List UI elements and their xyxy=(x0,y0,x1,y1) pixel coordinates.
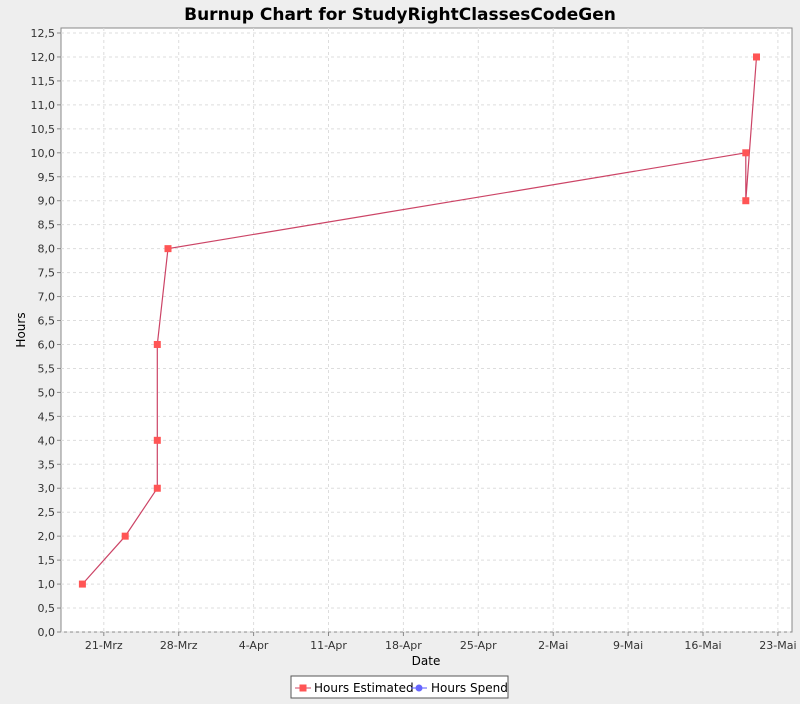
legend-box xyxy=(290,675,509,699)
x-tick-label: 18-Apr xyxy=(385,639,422,652)
y-tick-label: 3,5 xyxy=(38,458,56,471)
y-tick-label: 1,5 xyxy=(38,554,56,567)
y-tick-label: 4,0 xyxy=(38,434,56,447)
axis-layer: 0,0 0,5 1,0 1,5 2,0 2,5 3,0 3,5 4,0 4,5 5,0 5,5 6,0 6… xyxy=(31,27,797,652)
x-tick-label: 23-Mai xyxy=(759,639,796,652)
y-tick-label: 8,0 xyxy=(38,243,56,256)
x-tick-label: 25-Apr xyxy=(460,639,497,652)
y-tick-label: 4,5 xyxy=(38,410,56,423)
x-tick-label: 28-Mrz xyxy=(160,639,198,652)
x-tick-label: 2-Mai xyxy=(538,639,568,652)
y-tick-label: 12,0 xyxy=(31,51,56,64)
data-point xyxy=(164,245,172,253)
x-tick-label: 4-Apr xyxy=(239,639,269,652)
y-tick-label: 11,5 xyxy=(31,75,56,88)
x-tick-label: 21-Mrz xyxy=(85,639,123,652)
data-point xyxy=(153,340,161,348)
chart-title: Burnup Chart for StudyRightClassesCodeGe… xyxy=(184,5,616,25)
y-tick-label: 8,5 xyxy=(38,219,56,232)
plot-area xyxy=(60,27,793,633)
y-tick-label: 0,0 xyxy=(38,626,56,639)
y-tick-label: 7,5 xyxy=(38,267,56,280)
y-tick-label: 6,0 xyxy=(38,338,56,351)
legend-item-hours-estimated: Hours Estimated xyxy=(295,681,414,695)
y-tick-label: 9,0 xyxy=(38,195,56,208)
y-tick-label: 5,0 xyxy=(38,386,56,399)
y-tick-label: 5,5 xyxy=(38,362,56,375)
data-point xyxy=(121,532,129,540)
data-point xyxy=(78,580,86,588)
legend-marker-hours-spend xyxy=(415,684,423,692)
legend-label-hours-spend: Hours Spend xyxy=(431,681,508,695)
data-point xyxy=(753,53,760,61)
data-point xyxy=(153,484,161,492)
y-axis-label: Hours xyxy=(14,312,28,347)
x-tick-label: 16-Mai xyxy=(684,639,721,652)
data-point xyxy=(742,149,750,157)
y-tick-label: 9,5 xyxy=(38,171,56,184)
series-layer xyxy=(78,53,760,588)
legend-label-hours-estimated: Hours Estimated xyxy=(314,681,414,695)
y-tick-label: 6,5 xyxy=(38,315,56,328)
y-tick-label: 12,5 xyxy=(31,27,56,40)
y-tick-label: 2,0 xyxy=(38,530,56,543)
data-point xyxy=(742,197,750,205)
legend: Hours Estimated Hours Spend xyxy=(290,675,509,699)
legend-item-hours-spend: Hours Spend xyxy=(411,681,508,695)
y-tick-label: 10,0 xyxy=(31,147,56,160)
y-tick-label: 0,5 xyxy=(38,602,56,615)
y-tick-label: 7,0 xyxy=(38,291,56,304)
y-tick-label: 10,5 xyxy=(31,123,56,136)
grid-layer xyxy=(61,28,792,633)
y-tick-label: 1,0 xyxy=(38,578,56,591)
x-tick-label: 9-Mai xyxy=(613,639,643,652)
y-tick-label: 11,0 xyxy=(31,99,56,112)
data-point xyxy=(153,436,161,444)
y-tick-label: 3,0 xyxy=(38,482,56,495)
legend-marker-hours-estimated xyxy=(299,684,307,692)
x-tick-label: 11-Apr xyxy=(310,639,347,652)
y-tick-label: 2,5 xyxy=(38,506,56,519)
x-axis-label: Date xyxy=(412,654,441,668)
